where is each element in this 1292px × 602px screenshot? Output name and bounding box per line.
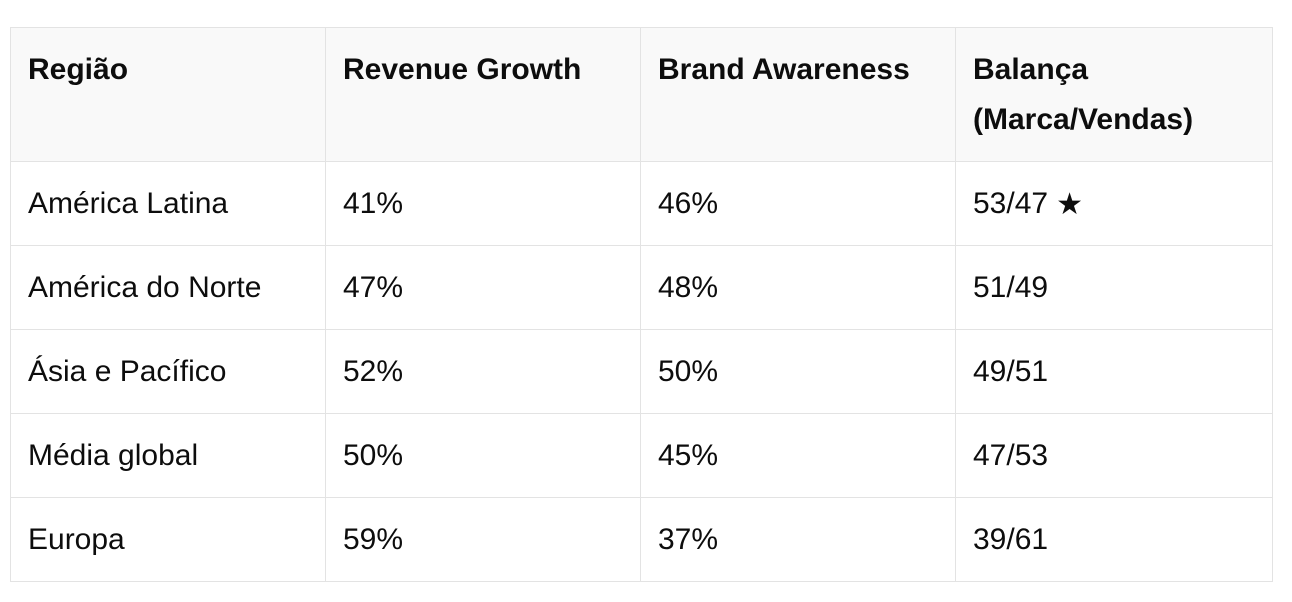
cell-brand-awareness: 37% xyxy=(640,497,956,582)
cell-revenue-growth: 50% xyxy=(325,413,641,498)
cell-brand-awareness: 50% xyxy=(640,329,956,414)
cell-balance: 49/51 xyxy=(955,329,1273,414)
table-row: América do Norte 47% 48% 51/49 xyxy=(10,245,1273,330)
table-row: Ásia e Pacífico 52% 50% 49/51 xyxy=(10,329,1273,414)
balance-value: 39/61 xyxy=(973,522,1049,556)
cell-balance: 39/61 xyxy=(955,497,1273,582)
balance-value: 51/49 xyxy=(973,270,1049,304)
table-row: Europa 59% 37% 39/61 xyxy=(10,497,1273,582)
cell-region: Média global xyxy=(10,413,326,498)
cell-revenue-growth: 47% xyxy=(325,245,641,330)
cell-region: América Latina xyxy=(10,161,326,246)
header-revenue-growth: Revenue Growth xyxy=(325,27,641,162)
table-header-row: Região Revenue Growth Brand Awareness Ba… xyxy=(10,27,1273,162)
star-icon: ★ xyxy=(1056,187,1083,221)
region-balance-table: Região Revenue Growth Brand Awareness Ba… xyxy=(10,27,1273,582)
cell-balance: 53/47 ★ xyxy=(955,161,1273,246)
cell-revenue-growth: 59% xyxy=(325,497,641,582)
table-row: Média global 50% 45% 47/53 xyxy=(10,413,1273,498)
cell-brand-awareness: 46% xyxy=(640,161,956,246)
table-row: América Latina 41% 46% 53/47 ★ xyxy=(10,161,1273,246)
header-brand-awareness: Brand Awareness xyxy=(640,27,956,162)
cell-revenue-growth: 52% xyxy=(325,329,641,414)
cell-region: América do Norte xyxy=(10,245,326,330)
header-balance: Balança (Marca/Vendas) xyxy=(955,27,1273,162)
cell-balance: 47/53 xyxy=(955,413,1273,498)
data-table-container: Região Revenue Growth Brand Awareness Ba… xyxy=(10,27,1273,582)
cell-balance: 51/49 xyxy=(955,245,1273,330)
cell-region: Ásia e Pacífico xyxy=(10,329,326,414)
cell-brand-awareness: 45% xyxy=(640,413,956,498)
balance-value: 53/47 xyxy=(973,186,1049,220)
cell-brand-awareness: 48% xyxy=(640,245,956,330)
header-region: Região xyxy=(10,27,326,162)
balance-value: 47/53 xyxy=(973,438,1049,472)
balance-value: 49/51 xyxy=(973,354,1049,388)
cell-revenue-growth: 41% xyxy=(325,161,641,246)
cell-region: Europa xyxy=(10,497,326,582)
